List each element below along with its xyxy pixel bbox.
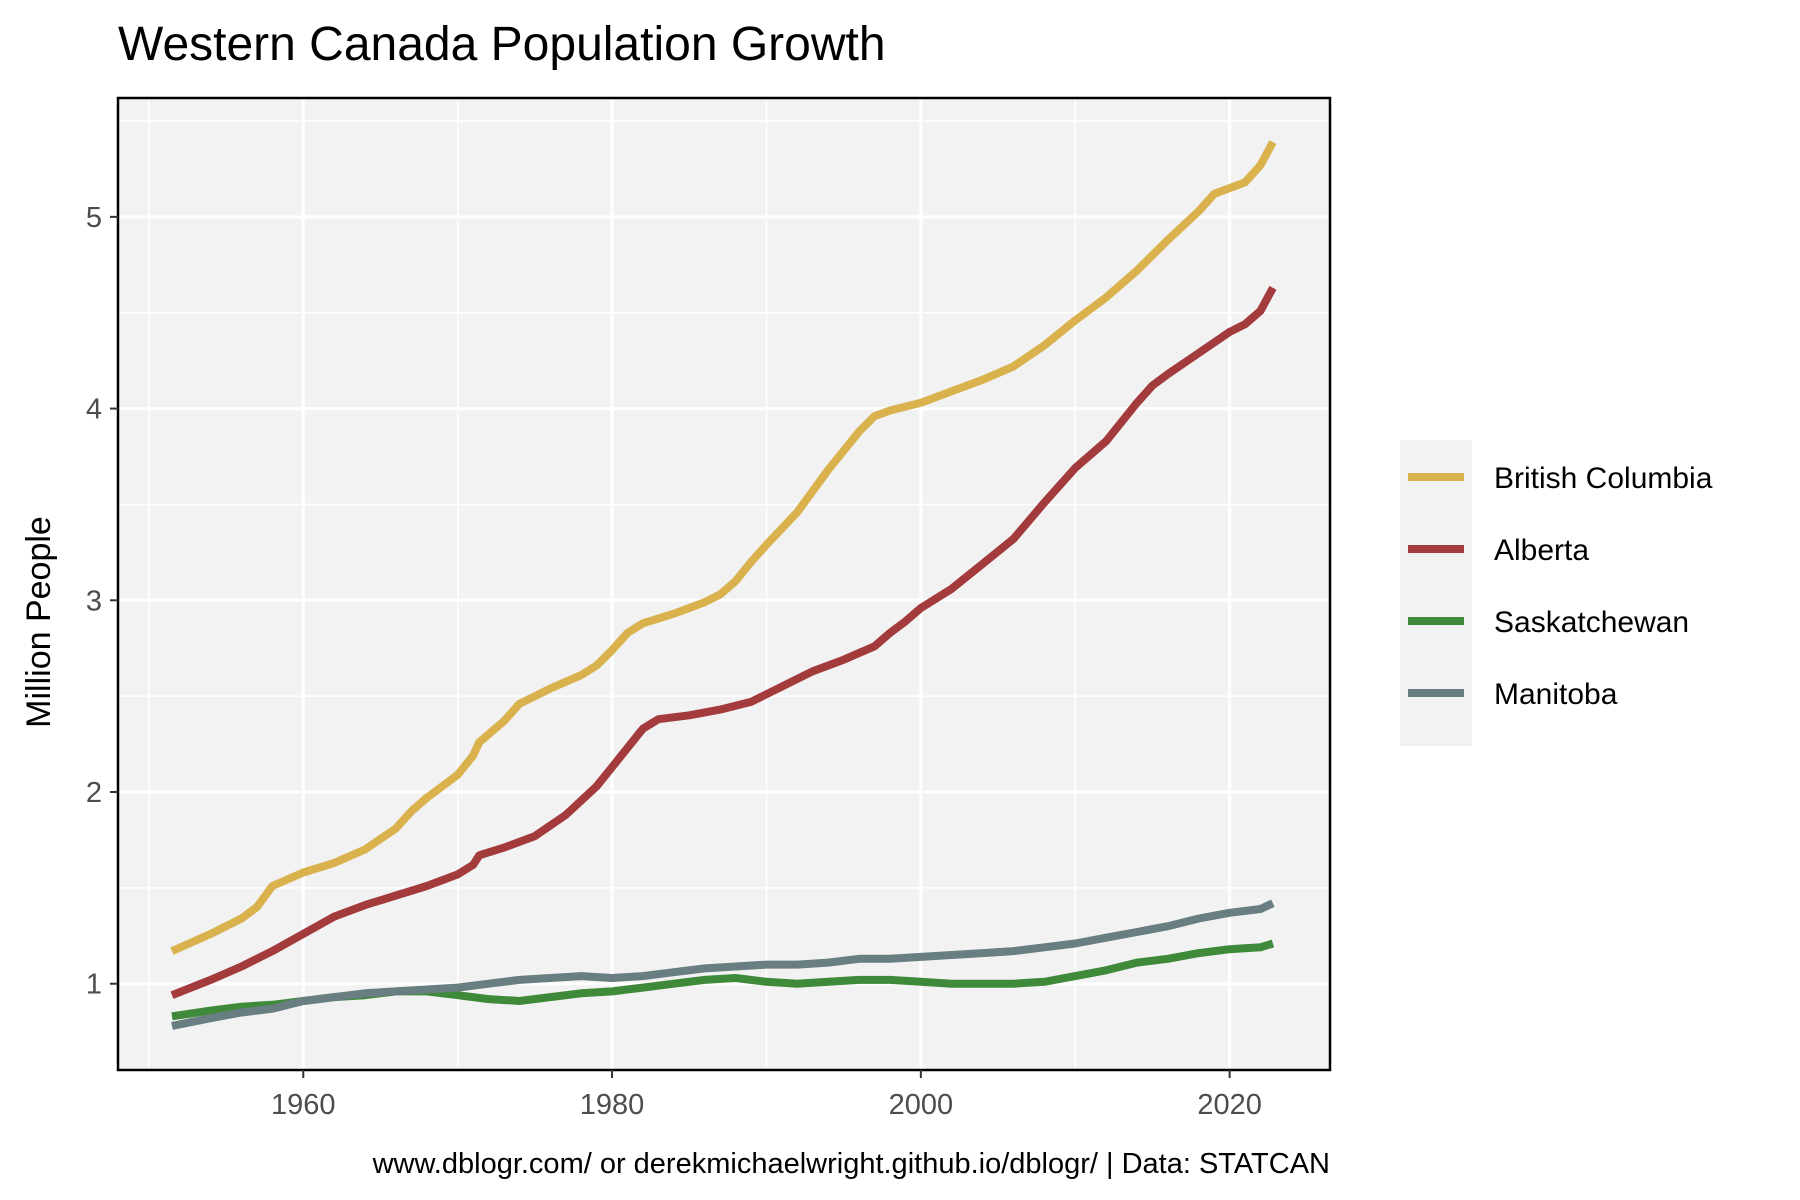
legend-label: British Columbia [1494, 462, 1713, 495]
x-tick-label: 1980 [580, 1089, 645, 1121]
chart-title: Western Canada Population Growth [118, 18, 886, 71]
plot-area: 1960 1980 2000 2020 1 2 3 4 5 [86, 96, 1332, 1121]
y-tick-label: 5 [86, 202, 102, 234]
y-tick-label: 2 [86, 777, 102, 809]
series-line-manitoba [171, 899, 1275, 1030]
panel-border [116, 96, 1332, 1072]
chart-caption: www.dblogr.com/ or derekmichaelwright.gi… [372, 1148, 1330, 1180]
y-axis-title: Million People [20, 516, 58, 728]
y-tick-label: 4 [86, 394, 102, 426]
legend-label: Saskatchewan [1494, 606, 1689, 639]
legend-label: Alberta [1494, 534, 1589, 567]
x-tick-label: 1960 [271, 1089, 336, 1121]
axes: 1960 1980 2000 2020 1 2 3 4 5 [86, 202, 1262, 1121]
plot-panel [118, 98, 1330, 1070]
legend: British Columbia Alberta Saskatchewan Manit… [1400, 440, 1713, 746]
y-tick-label: 3 [86, 585, 102, 617]
legend-label: Manitoba [1494, 678, 1618, 711]
gridlines [118, 98, 1330, 1070]
series-lines [170, 140, 1277, 1030]
y-tick-label: 1 [86, 969, 102, 1001]
series-line-alberta [170, 285, 1277, 999]
series-line-british-columbia [170, 140, 1277, 955]
x-tick-label: 2020 [1197, 1089, 1262, 1121]
x-tick-label: 2000 [889, 1089, 954, 1121]
legend-key-background [1400, 440, 1472, 746]
